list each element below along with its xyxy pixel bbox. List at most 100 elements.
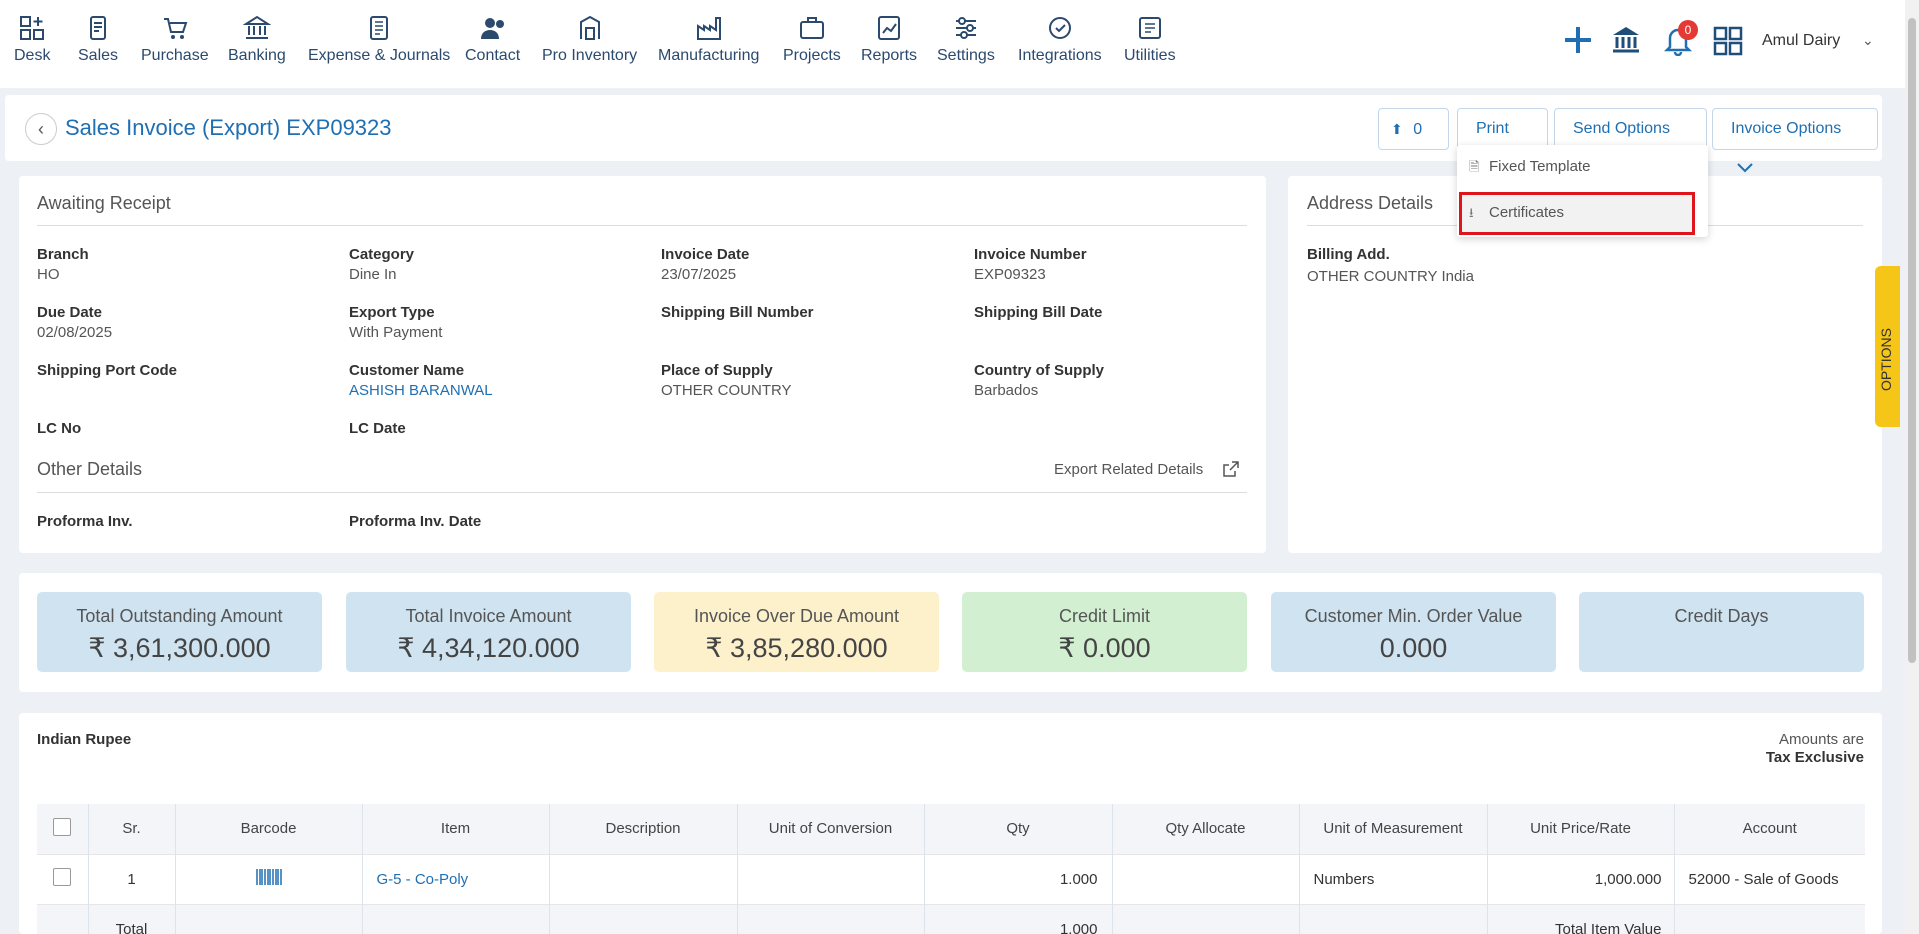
invoice-options-button[interactable]: Invoice Options: [1712, 108, 1878, 173]
due-date-label: Due Date: [37, 304, 103, 321]
invoice-number-label: Invoice Number: [974, 246, 1087, 263]
cell-rate: 1,000.000: [1487, 853, 1675, 904]
place-of-supply-value: OTHER COUNTRY: [661, 382, 792, 399]
proforma-inv-label: Proforma Inv.: [37, 513, 133, 530]
category-value: Dine In: [349, 266, 397, 283]
stat-value: ₹ 3,61,300.000: [88, 633, 271, 663]
invoice-date-label: Invoice Date: [661, 246, 750, 263]
nav-utilities[interactable]: Utilities: [1124, 14, 1176, 65]
scrollbar-thumb[interactable]: [1908, 18, 1916, 663]
export-related-details-link[interactable]: Export Related Details: [1054, 461, 1204, 478]
external-link-icon[interactable]: [1223, 461, 1239, 477]
table-row[interactable]: 1 G-5 - Co-Poly 1.000 Numbers 1,000.000 …: [37, 853, 1865, 904]
cell-barcode[interactable]: [175, 853, 363, 904]
upload-count: 0: [1413, 121, 1423, 138]
total-label: Total: [88, 903, 176, 934]
send-options-label: Send Options: [1573, 120, 1670, 137]
cell-item-link[interactable]: G-5 - Co-Poly: [362, 853, 550, 904]
stat-title: Invoice Over Due Amount: [693, 606, 900, 626]
notifications-button[interactable]: 0: [1662, 20, 1698, 60]
row-checkbox[interactable]: [53, 868, 72, 886]
nav-label: Banking: [228, 47, 286, 64]
customer-name-label: Customer Name: [349, 362, 465, 379]
select-all-cell: [37, 804, 89, 854]
options-side-tab[interactable]: OPTIONS: [1875, 266, 1900, 427]
cell-description: [549, 853, 738, 904]
due-date-value: 02/08/2025: [37, 324, 113, 341]
nav-label: Manufacturing: [658, 47, 760, 64]
print-button[interactable]: Print: [1457, 108, 1548, 173]
options-tab-label: OPTIONS: [1878, 327, 1894, 391]
settings-icon: [955, 17, 976, 39]
user-menu[interactable]: Amul Dairy: [1762, 32, 1841, 49]
nav-label: Contact: [465, 47, 521, 64]
divider: [37, 492, 1247, 493]
add-button[interactable]: [1562, 24, 1594, 60]
export-type-label: Export Type: [349, 304, 435, 321]
download-icon: ⭳: [1469, 205, 1474, 220]
barcode-icon: [255, 869, 282, 885]
nav-desk[interactable]: Desk: [14, 14, 50, 65]
grid-icon: [1713, 26, 1743, 56]
projects-icon: [799, 17, 824, 39]
nav-settings[interactable]: Settings: [937, 14, 995, 65]
total-spacer: [37, 903, 89, 934]
place-of-supply-label: Place of Supply: [661, 362, 773, 379]
page-header: ‹ Sales Invoice (Export) EXP09323 ⬆ 0 Pr…: [5, 95, 1882, 173]
summary-card: [19, 573, 1882, 692]
col-unit-conversion: Unit of Conversion: [737, 804, 925, 854]
cell-account: 52000 - Sale of Goods: [1674, 853, 1865, 904]
stat-value: ₹ 0.000: [1058, 633, 1151, 663]
apps-grid-button[interactable]: [1713, 26, 1743, 60]
nav-manufacturing[interactable]: Manufacturing: [658, 14, 759, 65]
nav-reports[interactable]: Reports: [861, 14, 917, 65]
customer-name-link[interactable]: ASHISH BARANWAL: [349, 382, 493, 399]
nav-label: Sales: [78, 47, 119, 64]
lc-date-label: LC Date: [349, 420, 406, 437]
nav-sales[interactable]: Sales: [78, 14, 118, 65]
nav-purchase[interactable]: Purchase: [141, 14, 209, 65]
row-select-cell: [37, 853, 89, 904]
col-item: Item: [362, 804, 550, 854]
col-sr: Sr.: [88, 804, 176, 854]
upload-button[interactable]: ⬆ 0: [1378, 108, 1449, 150]
menu-item-fixed-template[interactable]: 🗎 Fixed Template: [1457, 147, 1708, 187]
upload-icon: ⬆: [1391, 121, 1403, 137]
cell-sr: 1: [88, 853, 176, 904]
inventory-icon: [579, 15, 600, 40]
total-row: Total 1.000 Total Item Value: [37, 903, 1865, 934]
table-header-row: Sr. Barcode Item Description Unit of Con…: [37, 804, 1865, 854]
utilities-icon: [1138, 17, 1161, 39]
empty-cell: [1112, 903, 1300, 934]
stat-value: ₹ 3,85,280.000: [705, 633, 888, 663]
menu-item-certificates[interactable]: ⭳ Certificates: [1457, 193, 1708, 233]
branch-value: HO: [37, 266, 60, 283]
page-scrollbar[interactable]: [1905, 0, 1919, 934]
highlight-box: [1459, 192, 1695, 235]
nav-pro-inventory[interactable]: Pro Inventory: [542, 14, 637, 65]
select-all-checkbox[interactable]: [53, 817, 72, 836]
bank-shortcut-button[interactable]: [1610, 24, 1642, 60]
nav-expense[interactable]: Expense & Journals: [308, 14, 450, 65]
shipping-bill-date-label: Shipping Bill Date: [974, 304, 1103, 321]
nav-banking[interactable]: Banking: [228, 14, 286, 65]
stat-credit-limit: Credit Limit ₹ 0.000: [962, 592, 1247, 672]
col-qty-allocate: Qty Allocate: [1112, 804, 1300, 854]
tax-mode-label: Tax Exclusive: [1765, 749, 1864, 766]
nav-contact[interactable]: Contact: [465, 14, 520, 65]
branch-label: Branch: [37, 246, 89, 263]
col-qty: Qty: [924, 804, 1113, 854]
col-barcode: Barcode: [175, 804, 363, 854]
proforma-inv-date-label: Proforma Inv. Date: [349, 513, 482, 530]
nav-integrations[interactable]: Integrations: [1018, 14, 1102, 65]
send-options-button[interactable]: Send Options: [1554, 108, 1707, 173]
shipping-bill-number-label: Shipping Bill Number: [661, 304, 814, 321]
nav-label: Purchase: [141, 47, 209, 64]
back-button[interactable]: ‹: [25, 113, 57, 145]
nav-projects[interactable]: Projects: [783, 14, 841, 65]
print-label: Print: [1476, 120, 1509, 137]
file-pdf-icon: 🗎: [1469, 159, 1480, 174]
chevron-down-icon[interactable]: ⌄: [1862, 32, 1874, 48]
plus-icon: [1565, 27, 1591, 53]
lc-no-label: LC No: [37, 420, 82, 437]
